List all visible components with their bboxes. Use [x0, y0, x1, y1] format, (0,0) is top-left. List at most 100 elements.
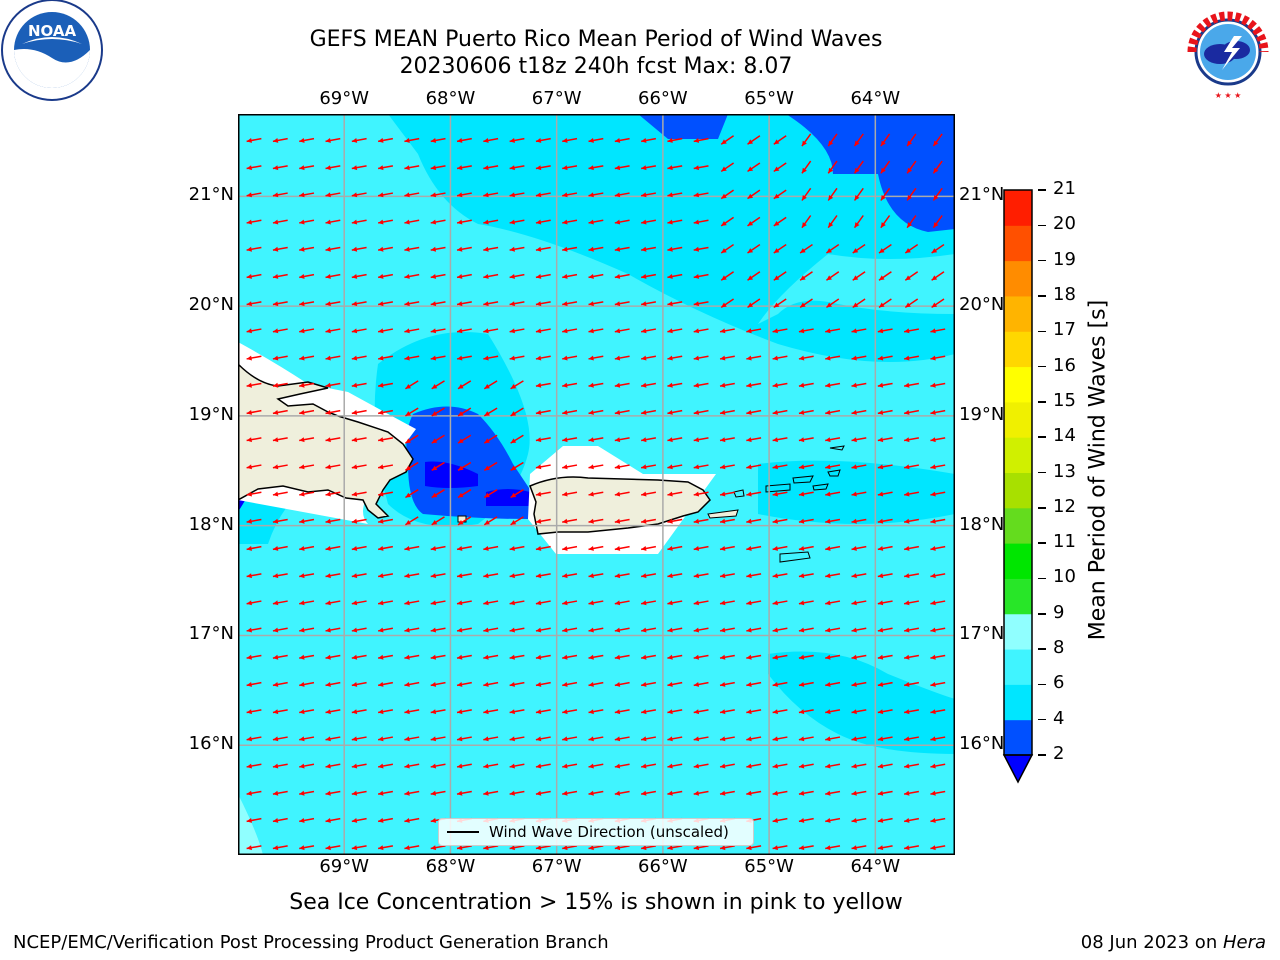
- wave-direction-arrow: [747, 298, 761, 309]
- wave-direction-arrow: [719, 709, 735, 715]
- wave-direction-arrow: [719, 545, 735, 551]
- wave-direction-arrow: [535, 681, 551, 687]
- wave-direction-arrow: [299, 763, 315, 769]
- wave-direction-arrow: [246, 518, 262, 524]
- wave-direction-arrow: [614, 246, 630, 252]
- wave-direction-arrow: [562, 845, 578, 851]
- wave-direction-arrow: [798, 681, 814, 687]
- colorbar-tick-label: 11: [1053, 531, 1076, 553]
- wave-direction-arrow: [325, 137, 341, 143]
- wave-direction-arrow: [325, 736, 341, 742]
- wave-direction-arrow: [562, 627, 578, 633]
- wave-direction-arrow: [877, 545, 893, 551]
- wave-direction-arrow: [852, 243, 866, 254]
- wave-direction-arrow: [562, 165, 578, 171]
- wave-direction-arrow: [825, 845, 841, 851]
- wave-direction-arrow: [272, 301, 288, 307]
- wave-direction-arrow: [746, 545, 762, 551]
- wave-direction-arrow: [562, 246, 578, 252]
- lat-label: 18°N: [959, 513, 1005, 535]
- wave-direction-arrow: [640, 790, 657, 796]
- colorbar-segment: [1004, 613, 1032, 650]
- wave-direction-arrow: [272, 736, 288, 742]
- wave-direction-arrow: [562, 491, 578, 497]
- wave-direction-arrow: [562, 382, 578, 388]
- wave-direction-arrow: [693, 736, 709, 742]
- gridlines: [238, 114, 955, 855]
- wave-direction-arrow: [430, 763, 446, 769]
- wave-direction-arrow: [798, 654, 814, 660]
- wave-direction-arrow: [483, 763, 499, 769]
- wave-direction-arrow: [640, 301, 657, 307]
- wave-direction-arrow: [272, 654, 288, 660]
- wave-direction-arrow: [377, 273, 394, 279]
- wave-direction-arrow: [404, 654, 420, 660]
- wave-direction-arrow: [299, 301, 315, 307]
- wave-direction-arrow: [798, 355, 814, 361]
- wave-direction-arrow: [853, 215, 864, 229]
- wave-direction-arrow: [509, 654, 525, 660]
- wave-direction-arrow: [614, 681, 630, 687]
- wave-direction-arrow: [746, 709, 762, 715]
- wave-direction-arrow: [798, 573, 814, 579]
- wave-direction-arrow: [798, 382, 814, 388]
- wave-direction-arrow: [483, 355, 499, 361]
- wave-direction-arrow: [588, 464, 604, 470]
- wave-direction-arrow: [667, 518, 683, 524]
- wave-direction-arrow: [693, 192, 709, 198]
- wave-direction-arrow: [351, 654, 367, 660]
- wave-direction-arrow: [693, 763, 709, 769]
- wave-direction-arrow: [377, 409, 394, 415]
- wave-direction-arrow: [801, 215, 812, 229]
- wave-direction-arrow: [404, 328, 420, 334]
- wave-direction-arrow: [456, 219, 472, 225]
- wave-direction-arrow: [773, 162, 787, 173]
- wave-direction-arrow: [667, 573, 683, 579]
- wave-direction-arrow: [562, 545, 578, 551]
- wave-direction-arrow: [903, 573, 920, 579]
- wave-direction-arrow: [772, 409, 788, 415]
- wave-direction-arrow: [246, 382, 262, 388]
- wave-direction-arrow: [904, 243, 919, 254]
- wave-direction-arrow: [693, 518, 709, 524]
- wave-direction-arrow: [299, 600, 315, 606]
- wind-wave-arrows: [246, 133, 946, 851]
- wave-direction-arrow: [562, 328, 578, 334]
- field-8-9: [238, 794, 263, 855]
- lon-label: 67°W: [531, 88, 582, 109]
- wave-direction-arrow: [404, 763, 420, 769]
- wave-direction-arrow: [851, 437, 867, 443]
- wave-direction-arrow: [640, 192, 657, 198]
- wave-direction-arrow: [246, 790, 262, 796]
- wave-direction-arrow: [746, 681, 762, 687]
- wave-direction-arrow: [588, 219, 604, 225]
- wave-direction-arrow: [906, 187, 917, 201]
- wave-direction-arrow: [272, 790, 288, 796]
- lon-label: 68°W: [425, 88, 476, 109]
- wave-direction-arrow: [377, 845, 394, 851]
- wave-direction-arrow: [483, 137, 499, 143]
- wave-direction-arrow: [483, 434, 498, 444]
- wave-direction-arrow: [325, 437, 341, 443]
- wave-direction-arrow: [930, 518, 946, 524]
- wave-direction-arrow: [404, 246, 420, 252]
- lon-label: 67°W: [531, 856, 582, 877]
- wave-direction-arrow: [430, 709, 446, 715]
- colorbar-tick-mark: [1038, 471, 1046, 474]
- wave-direction-arrow: [404, 736, 420, 742]
- wave-direction-arrow: [667, 464, 683, 470]
- wave-direction-arrow: [299, 437, 315, 443]
- wave-direction-arrow: [351, 817, 367, 823]
- wave-direction-arrow: [614, 627, 630, 633]
- wave-direction-arrow: [562, 573, 578, 579]
- svg-text:★ ★ ★: ★ ★ ★: [1215, 91, 1242, 100]
- wave-direction-arrow: [667, 790, 683, 796]
- wave-direction-arrow: [667, 709, 683, 715]
- wave-direction-arrow: [667, 491, 683, 497]
- wave-direction-arrow: [562, 464, 578, 470]
- wave-direction-arrow: [404, 709, 420, 715]
- wave-direction-arrow: [825, 654, 841, 660]
- wave-direction-arrow: [930, 845, 946, 851]
- wave-direction-arrow: [457, 489, 472, 499]
- wave-direction-arrow: [640, 437, 657, 443]
